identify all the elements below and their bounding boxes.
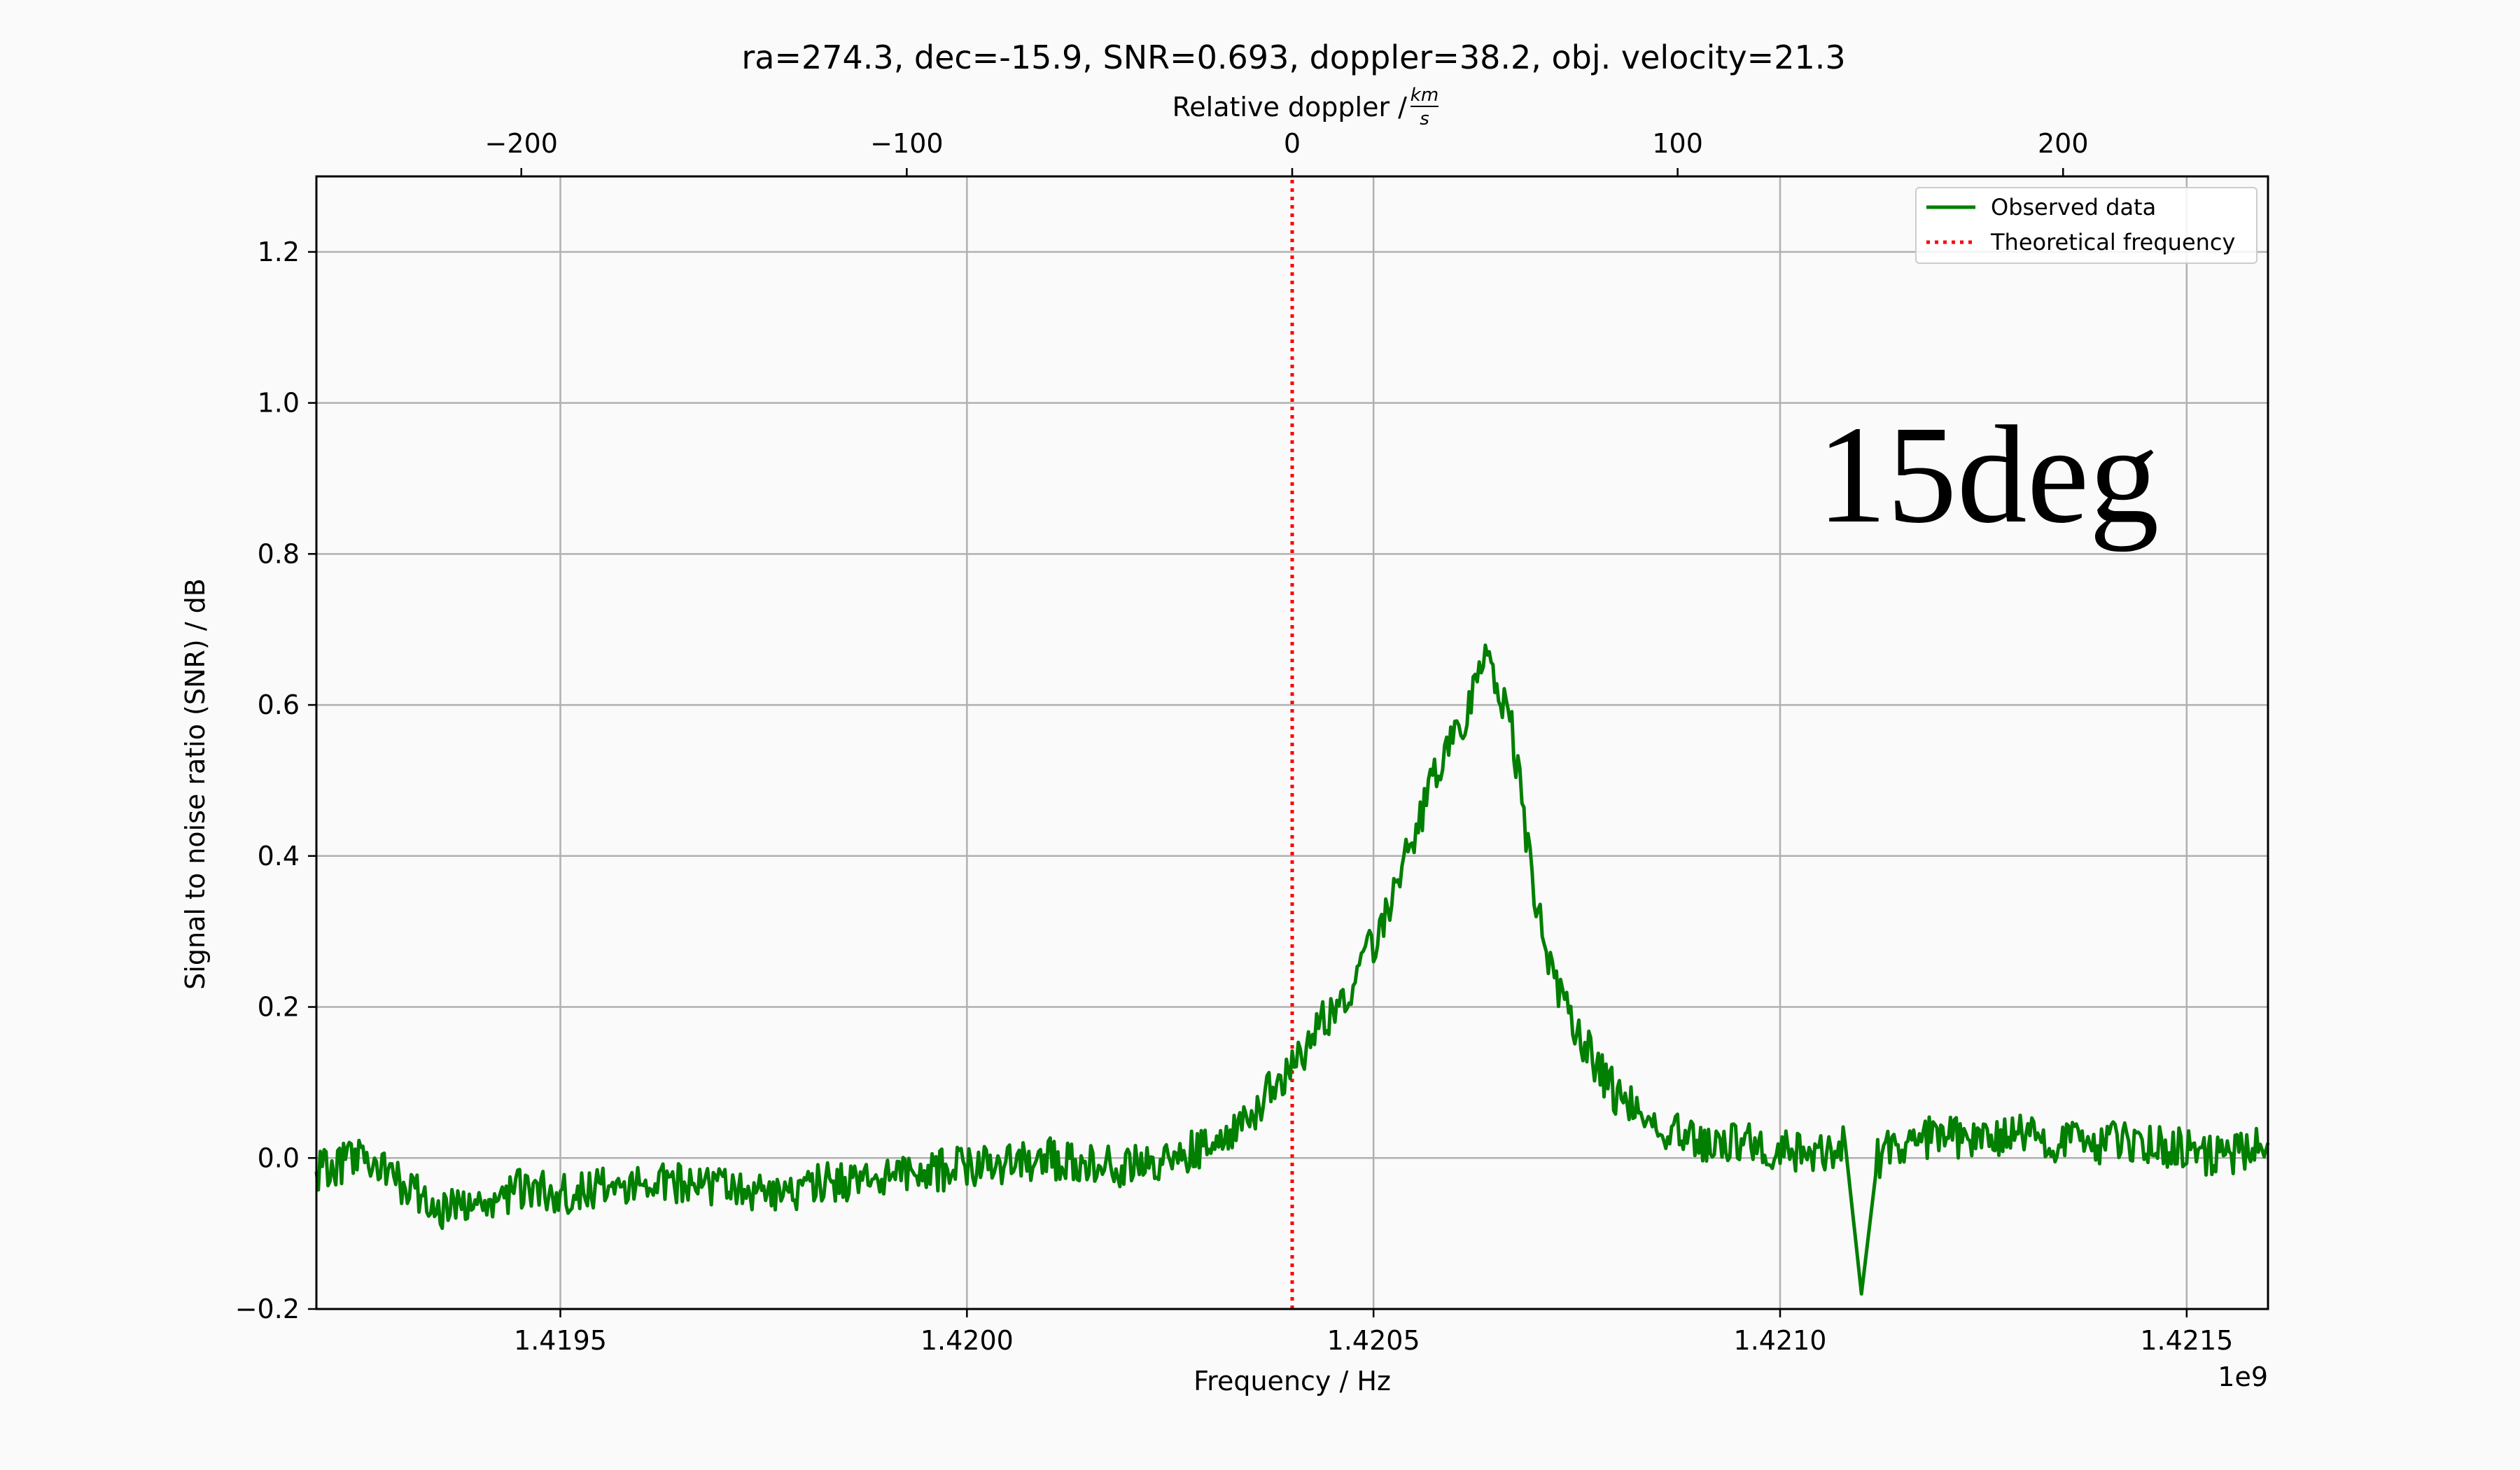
legend-observed-label: Observed data xyxy=(1991,194,2156,220)
x-axis-label: Frequency / Hz xyxy=(1194,1366,1391,1396)
top-axis-unit-denominator: s xyxy=(1420,108,1429,130)
legend: Observed data Theoretical frequency xyxy=(1915,187,2258,264)
y-tick-label: 0.8 xyxy=(258,538,300,569)
y-tick-label: 1.2 xyxy=(258,237,300,267)
observed-data-line xyxy=(314,643,2270,1296)
grid-layer xyxy=(316,176,2268,1309)
top-tick-label: 100 xyxy=(1652,128,1703,159)
y-tick-label: 0.6 xyxy=(258,690,300,720)
top-tick-label: −100 xyxy=(870,128,943,159)
top-axis-title: Relative doppler / km s xyxy=(1172,85,1439,130)
top-tick-label: 200 xyxy=(2038,128,2089,159)
top-axis-label: Relative doppler / xyxy=(1172,92,1408,122)
x-tick-label: 1.4200 xyxy=(920,1325,1014,1356)
chart-title: ra=274.3, dec=-15.9, SNR=0.693, doppler=… xyxy=(741,38,1845,76)
top-axis-unit-numerator: km xyxy=(1410,85,1438,106)
y-tick-label: 0.4 xyxy=(258,841,300,872)
y-axis-label: Signal to noise ratio (SNR) / dB xyxy=(180,578,211,990)
x-tick-label: 1.4195 xyxy=(514,1325,607,1356)
tick-layer: 1.4195 1.4200 1.4205 1.4210 1.4215 −0.2 0.0 0.2… xyxy=(235,128,2234,1356)
x-tick-label: 1.4210 xyxy=(1734,1325,1827,1356)
x-tick-label: 1.4215 xyxy=(2140,1325,2233,1356)
y-tick-label: 0.0 xyxy=(258,1142,300,1173)
angle-annotation: 15deg xyxy=(1817,398,2160,552)
y-tick-label: 1.0 xyxy=(258,388,300,419)
top-tick-label: −200 xyxy=(485,128,558,159)
y-tick-label: −0.2 xyxy=(235,1294,300,1324)
series-layer xyxy=(314,176,2270,1309)
x-tick-label: 1.4205 xyxy=(1327,1325,1420,1356)
legend-theoretical-label: Theoretical frequency xyxy=(1990,229,2235,255)
legend-box xyxy=(1915,187,2258,264)
y-tick-label: 0.2 xyxy=(258,992,300,1023)
top-tick-label: 0 xyxy=(1284,128,1301,159)
x-offset-label: 1e9 xyxy=(2218,1362,2268,1392)
